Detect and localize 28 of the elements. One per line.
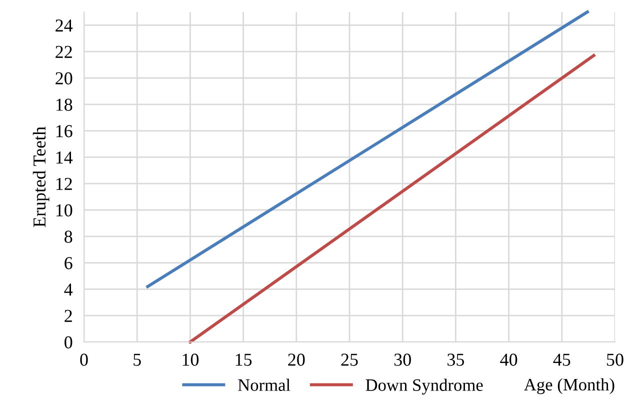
x-tick-label: 45 [553,354,570,366]
legend-label: Down Syndrome [366,378,483,395]
y-tick-label: 4 [64,284,73,296]
y-tick-label: 24 [56,20,73,32]
y-tick-label: 6 [64,257,72,270]
y-tick-label: 14 [56,152,73,164]
x-tick-label: 10 [182,354,199,366]
y-tick-label: 2 [64,310,72,322]
x-tick-label: 5 [134,354,141,366]
x-tick-label: 40 [500,354,518,366]
x-tick-label: 35 [448,354,464,366]
y-tick-label: 22 [56,46,72,58]
y-tick-label: 12 [56,178,72,190]
y-tick-label: 20 [56,72,72,84]
x-axis-title: Age (Month) [524,378,614,394]
x-tick-label: 15 [236,354,252,366]
x-tick-label: 30 [394,354,411,366]
y-axis-title: Erupted Teeth [32,126,50,228]
x-tick-label: 25 [341,354,358,366]
y-tick-label: 18 [56,98,72,111]
x-tick-label: 50 [607,354,624,366]
y-tick-label: 0 [64,336,72,348]
legend-label: Normal [238,378,290,391]
y-tick-label: 8 [64,230,72,243]
x-tick-label: 0 [80,354,88,366]
x-tick-label: 20 [288,354,305,366]
y-tick-label: 16 [56,125,72,138]
y-tick-label: 10 [56,204,72,216]
